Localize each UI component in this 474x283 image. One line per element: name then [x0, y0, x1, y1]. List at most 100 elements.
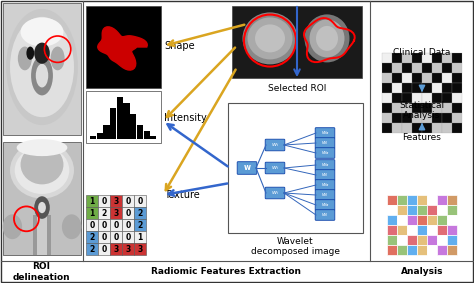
Bar: [427, 225, 437, 235]
Text: 0: 0: [90, 220, 95, 230]
FancyBboxPatch shape: [265, 139, 285, 151]
Bar: [150, 136, 156, 139]
Text: 0: 0: [126, 233, 131, 241]
Bar: [422, 93, 432, 103]
Text: 0: 0: [137, 196, 143, 205]
Bar: [402, 123, 412, 133]
Bar: [432, 123, 442, 133]
Bar: [412, 53, 422, 63]
Bar: [392, 53, 402, 63]
Text: Statistical
Analysis: Statistical Analysis: [400, 101, 445, 120]
Text: $w_i$: $w_i$: [321, 171, 329, 179]
Bar: [402, 53, 412, 63]
Text: 3: 3: [137, 245, 143, 254]
Bar: [397, 215, 407, 225]
Bar: [387, 245, 397, 255]
Bar: [122, 219, 134, 231]
Bar: [452, 123, 462, 133]
Text: Shape: Shape: [164, 41, 195, 51]
Bar: [392, 73, 402, 83]
Text: 0: 0: [101, 220, 107, 230]
Text: 0: 0: [126, 196, 131, 205]
Bar: [122, 231, 134, 243]
Bar: [447, 225, 457, 235]
Text: 0: 0: [126, 209, 131, 218]
Ellipse shape: [18, 47, 32, 70]
Bar: [382, 53, 392, 63]
Bar: [3, 3, 81, 135]
Bar: [134, 195, 146, 207]
Bar: [417, 245, 427, 255]
Bar: [442, 83, 452, 93]
Text: Wavelet
decomposed image: Wavelet decomposed image: [251, 237, 340, 256]
Bar: [437, 245, 447, 255]
Ellipse shape: [36, 64, 48, 87]
Bar: [422, 123, 432, 133]
Bar: [447, 235, 457, 245]
Text: Features: Features: [402, 133, 441, 142]
Text: 0: 0: [101, 245, 107, 254]
Bar: [110, 108, 116, 139]
Bar: [98, 207, 110, 219]
Bar: [103, 125, 109, 139]
Bar: [134, 207, 146, 219]
Ellipse shape: [15, 147, 69, 194]
Bar: [407, 225, 417, 235]
Ellipse shape: [3, 214, 22, 239]
Text: Intensity: Intensity: [164, 113, 207, 123]
Bar: [382, 113, 392, 123]
Bar: [422, 103, 432, 113]
Bar: [137, 125, 143, 139]
Text: Clinical Data: Clinical Data: [393, 48, 451, 57]
Ellipse shape: [310, 20, 345, 57]
Bar: [392, 123, 402, 133]
Bar: [422, 53, 432, 63]
Bar: [427, 195, 437, 205]
Text: 3: 3: [113, 209, 118, 218]
Bar: [417, 195, 427, 205]
Bar: [437, 195, 447, 205]
Text: 0: 0: [101, 196, 107, 205]
Bar: [402, 63, 412, 73]
Bar: [382, 103, 392, 113]
Bar: [122, 243, 134, 255]
Bar: [228, 103, 363, 233]
Bar: [33, 215, 51, 255]
Bar: [447, 195, 457, 205]
Text: $w_i$: $w_i$: [321, 191, 329, 199]
Bar: [382, 83, 392, 93]
Bar: [392, 83, 402, 93]
Bar: [422, 83, 432, 93]
Bar: [397, 235, 407, 245]
Bar: [387, 215, 397, 225]
Text: 1: 1: [137, 233, 143, 241]
Bar: [442, 73, 452, 83]
FancyBboxPatch shape: [315, 138, 335, 148]
Bar: [452, 83, 462, 93]
Bar: [422, 73, 432, 83]
Bar: [407, 215, 417, 225]
Bar: [3, 142, 81, 255]
Text: 3: 3: [126, 245, 131, 254]
Bar: [392, 103, 402, 113]
Ellipse shape: [6, 9, 78, 125]
Bar: [452, 53, 462, 63]
Ellipse shape: [38, 202, 46, 213]
Bar: [86, 231, 98, 243]
Text: $w_i$: $w_i$: [271, 141, 279, 149]
Bar: [442, 53, 452, 63]
Bar: [36, 215, 47, 255]
Ellipse shape: [17, 139, 67, 156]
Bar: [412, 123, 422, 133]
Bar: [427, 215, 437, 225]
Bar: [407, 235, 417, 245]
Bar: [382, 93, 392, 103]
FancyBboxPatch shape: [315, 148, 335, 158]
FancyBboxPatch shape: [315, 200, 335, 210]
FancyBboxPatch shape: [315, 128, 335, 138]
Text: 0: 0: [126, 220, 131, 230]
Bar: [437, 235, 447, 245]
Bar: [432, 113, 442, 123]
Bar: [442, 123, 452, 133]
Text: $w_a$: $w_a$: [321, 149, 329, 157]
